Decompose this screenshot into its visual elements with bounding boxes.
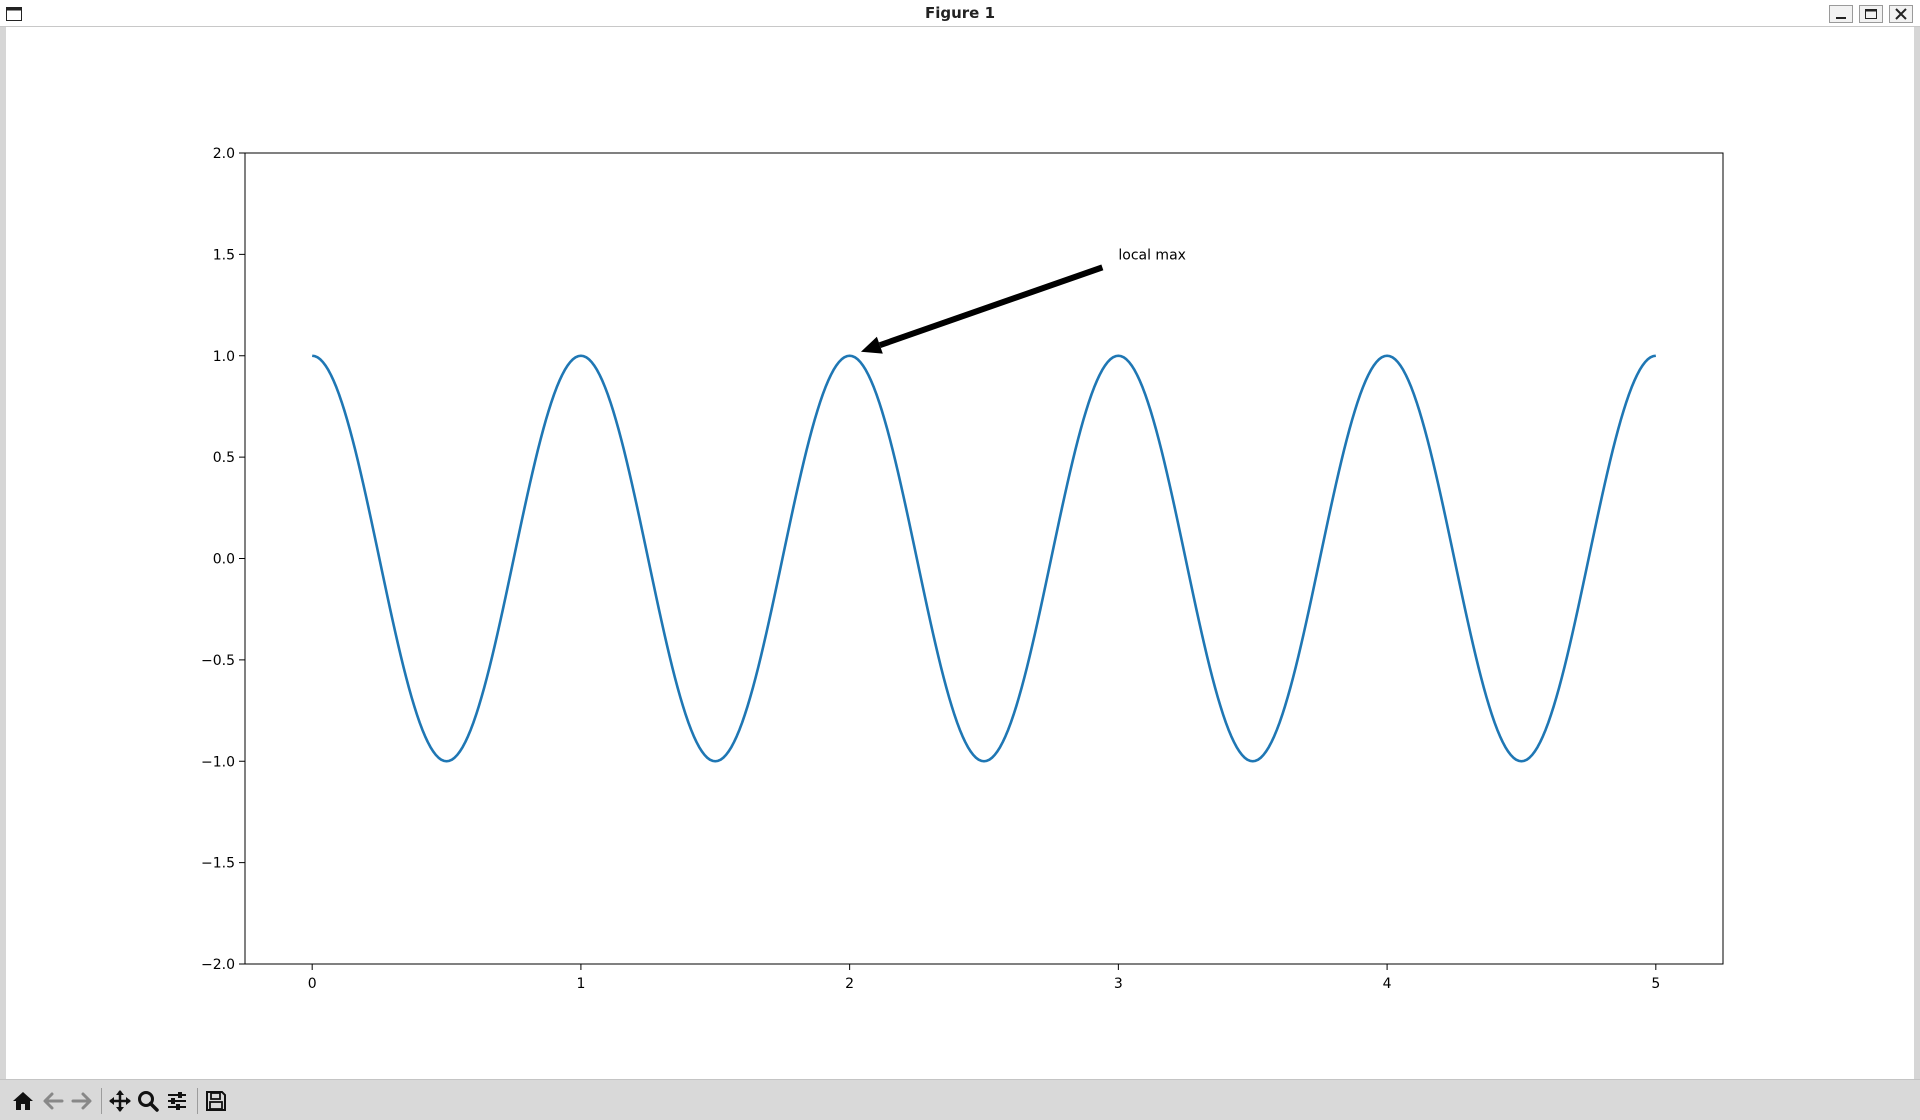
maximize-button[interactable] (1859, 5, 1883, 23)
plot-area: 0 1 2 3 4 5 −2.0 −1.5 −1.0 −0.5 0.0 0.5 1.0 1.5 2.0 loc… (201, 146, 1724, 992)
save-button[interactable] (203, 1089, 229, 1113)
close-icon (1895, 8, 1907, 20)
y-tick-label: 0.0 (213, 552, 235, 568)
annotation-arrow-head (860, 336, 883, 354)
navigation-toolbar (0, 1079, 1920, 1120)
home-button[interactable] (10, 1089, 36, 1113)
forward-icon (71, 1092, 92, 1110)
minimize-button[interactable] (1829, 5, 1853, 23)
x-tick-label: 3 (1114, 976, 1123, 992)
configure-subplots-icon (168, 1092, 186, 1110)
window-title: Figure 1 (924, 4, 996, 22)
title-bar: Figure 1 (0, 0, 1920, 27)
y-tick-label: 1.0 (213, 349, 235, 365)
y-tick-label: −1.0 (201, 754, 235, 770)
zoom-button[interactable] (135, 1089, 161, 1113)
forward-button[interactable] (69, 1089, 95, 1113)
annotation-text: local max (1118, 247, 1186, 263)
window-border-right (1914, 27, 1920, 1079)
maximize-icon (1865, 9, 1877, 19)
pan-icon (109, 1090, 131, 1112)
x-tick-label: 5 (1651, 976, 1660, 992)
x-tick-label: 2 (845, 976, 854, 992)
y-tick-label: 0.5 (213, 450, 235, 466)
y-tick-label: 1.5 (213, 247, 235, 263)
y-tick-label: −0.5 (201, 653, 235, 669)
back-button[interactable] (40, 1089, 66, 1113)
configure-subplots-button[interactable] (164, 1089, 190, 1113)
canvas-background (6, 27, 1914, 1079)
y-tick-label: −2.0 (201, 957, 235, 973)
toolbar-separator (197, 1088, 198, 1114)
minimize-icon (1836, 17, 1846, 19)
save-icon (206, 1091, 226, 1111)
back-icon (43, 1092, 64, 1110)
close-button[interactable] (1889, 5, 1913, 23)
x-tick-label: 4 (1383, 976, 1392, 992)
y-tick-label: −1.5 (201, 856, 235, 872)
window-menu-icon[interactable] (6, 6, 22, 25)
zoom-icon (138, 1091, 159, 1112)
series-line-0 (311, 354, 1657, 763)
home-icon (13, 1092, 33, 1110)
window-border-left (0, 27, 6, 1079)
y-tick-label: 2.0 (213, 146, 235, 162)
annotation-arrow-shaft (878, 264, 1104, 349)
x-tick-label: 0 (308, 976, 317, 992)
pan-button[interactable] (107, 1089, 133, 1113)
toolbar-separator (101, 1088, 102, 1114)
x-tick-label: 1 (576, 976, 585, 992)
figure-canvas[interactable]: 0 1 2 3 4 5 −2.0 −1.5 −1.0 −0.5 0.0 0.5 1.0 1.5 2.0 loc… (6, 27, 1914, 1079)
